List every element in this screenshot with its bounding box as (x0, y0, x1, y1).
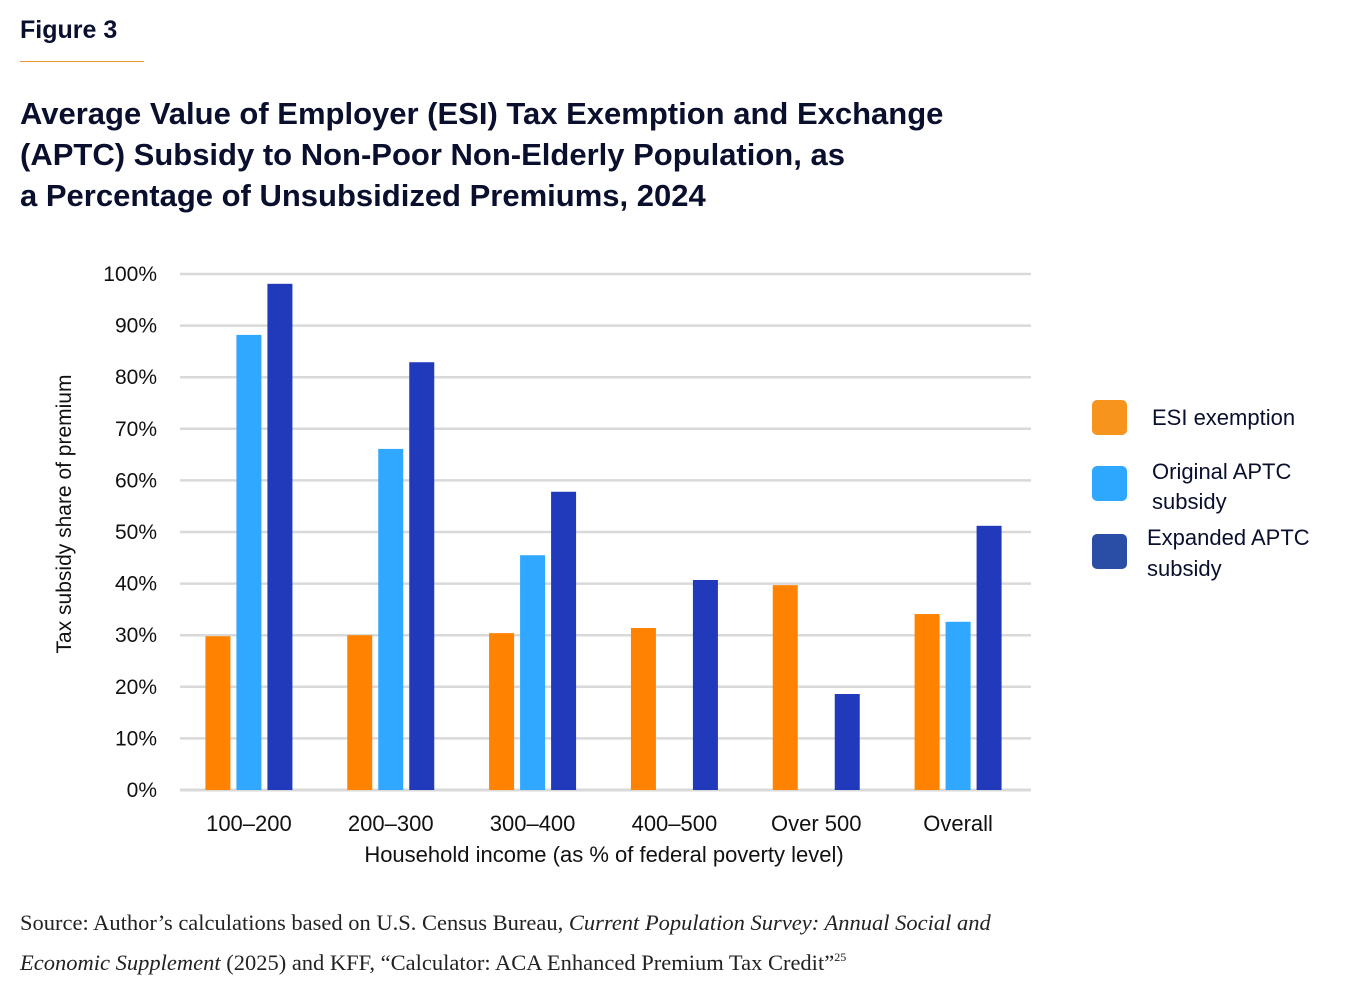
y-tick-label: 100% (103, 263, 157, 286)
bar-esi-exemption-2 (489, 633, 515, 790)
source-note: Source: Author’s calculations based on U… (20, 905, 1060, 980)
x-tick-label: 200–300 (348, 811, 434, 836)
figure-label: Figure 3 (20, 16, 118, 44)
chart-title-line: Average Value of Employer (ESI) Tax Exem… (20, 96, 944, 131)
y-tick-label: 90% (115, 315, 157, 338)
bar-esi-exemption-3 (630, 627, 656, 790)
bar-expanded-aptc-subsidy-0 (267, 283, 293, 790)
chart-title-line: (APTC) Subsidy to Non-Poor Non-Elderly P… (20, 137, 845, 172)
x-axis-title: Household income (as % of federal povert… (364, 842, 843, 867)
y-tick-label: 40% (115, 573, 157, 596)
source-prefix: Source: Author’s calculations based on U… (20, 910, 569, 935)
legend-label: ESI exemption (1152, 405, 1296, 430)
y-tick-label: 60% (115, 469, 157, 492)
y-tick-label: 50% (115, 521, 157, 544)
y-axis-ticks: 0% 10% 20% 30% 40% 50% 60% 70% 80% 90% 100% (103, 263, 157, 802)
x-axis-ticks: 100–200 200–300 300–400 400–500 Over 500 Over… (206, 811, 993, 836)
legend-label: Original APTC (1152, 459, 1292, 484)
y-axis-title: Tax subsidy share of premium (53, 375, 76, 654)
y-tick-label: 10% (115, 727, 157, 750)
bar-esi-exemption-1 (347, 635, 373, 790)
source-publication-title: Current Population Survey: Annual Social… (20, 910, 991, 975)
source-footnote: 25 (834, 950, 847, 964)
x-tick-label: 100–200 (206, 811, 292, 836)
legend-label: Expanded APTC (1147, 525, 1310, 550)
source-middle: (2025) and KFF, “Calculator: ACA Enhance… (220, 950, 835, 975)
y-tick-label: 20% (115, 676, 157, 699)
bar-expanded-aptc-subsidy-5 (976, 525, 1002, 790)
x-tick-label: 300–400 (490, 811, 576, 836)
bar-expanded-aptc-subsidy-2 (551, 491, 577, 790)
chart-title: Average Value of Employer (ESI) Tax Exem… (20, 93, 1060, 216)
bar-expanded-aptc-subsidy-1 (409, 362, 435, 790)
figure-label-rule (20, 61, 144, 62)
bar-esi-exemption-4 (772, 585, 798, 790)
legend-swatch-original-aptc (1092, 466, 1127, 501)
y-tick-label: 80% (115, 366, 157, 389)
y-tick-label: 30% (115, 624, 157, 647)
gridlines (180, 272, 1031, 792)
bar-original-aptc-subsidy-2 (520, 555, 546, 790)
legend-swatch-expanded-aptc (1092, 534, 1127, 569)
chart-title-line: a Percentage of Unsubsidized Premiums, 2… (20, 178, 706, 213)
bars (205, 283, 1002, 790)
x-tick-label: 400–500 (632, 811, 718, 836)
legend-label: subsidy (1147, 556, 1222, 581)
bar-expanded-aptc-subsidy-3 (692, 579, 718, 790)
x-tick-label: Overall (923, 811, 993, 836)
bar-original-aptc-subsidy-5 (945, 621, 971, 790)
y-tick-label: 70% (115, 418, 157, 441)
legend-swatch-esi (1092, 400, 1127, 435)
bar-esi-exemption-5 (914, 614, 940, 790)
bar-original-aptc-subsidy-0 (236, 334, 262, 790)
bar-esi-exemption-0 (205, 636, 231, 790)
legend-label: subsidy (1152, 489, 1227, 514)
bar-expanded-aptc-subsidy-4 (834, 694, 860, 790)
x-tick-label: Over 500 (771, 811, 862, 836)
y-tick-label: 0% (127, 779, 157, 802)
bar-original-aptc-subsidy-1 (378, 448, 404, 790)
